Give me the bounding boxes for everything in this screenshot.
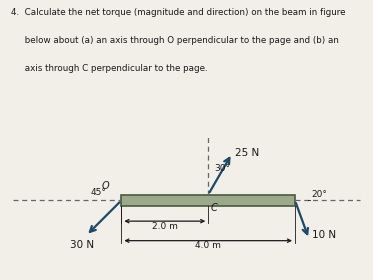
Text: C: C <box>210 203 217 213</box>
Text: 45°: 45° <box>90 188 106 197</box>
Text: 2.0 m: 2.0 m <box>152 221 178 230</box>
Text: axis through C perpendicular to the page.: axis through C perpendicular to the page… <box>11 64 208 73</box>
Polygon shape <box>122 195 295 206</box>
Text: 30 N: 30 N <box>70 240 94 250</box>
Text: 30°: 30° <box>214 164 230 173</box>
Text: 10 N: 10 N <box>313 230 336 240</box>
Text: 4.0 m: 4.0 m <box>195 241 221 250</box>
Text: 20°: 20° <box>311 190 327 199</box>
Text: 4.  Calculate the net torque (magnitude and direction) on the beam in figure: 4. Calculate the net torque (magnitude a… <box>11 8 346 17</box>
Text: O: O <box>101 181 109 191</box>
Text: 25 N: 25 N <box>235 148 259 158</box>
Text: below about (a) an axis through O perpendicular to the page and (b) an: below about (a) an axis through O perpen… <box>11 36 339 45</box>
